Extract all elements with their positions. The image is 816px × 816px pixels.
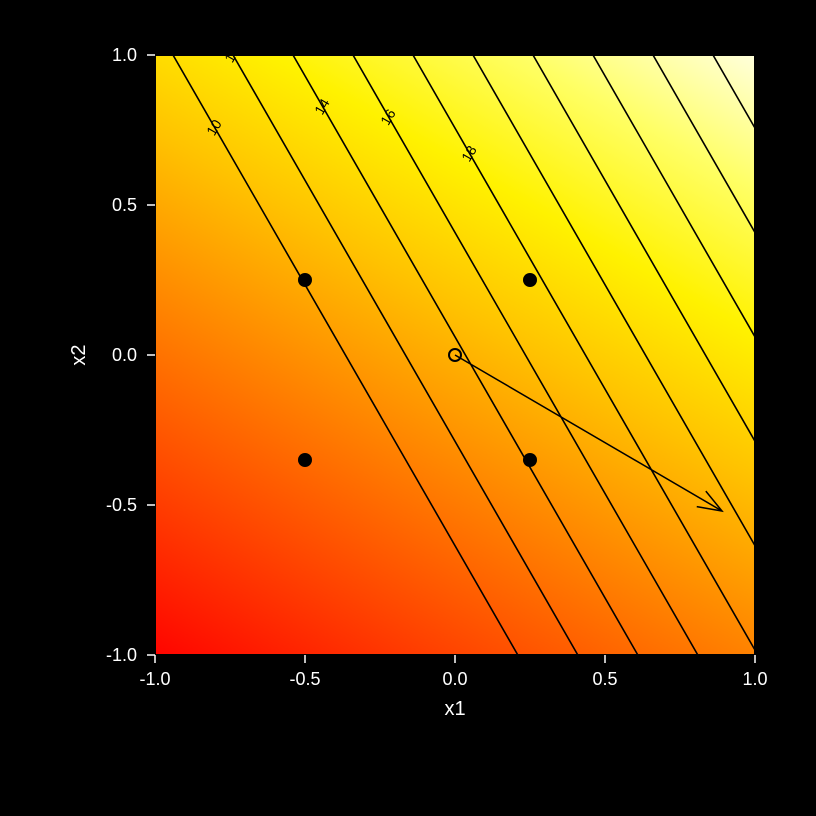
design-point bbox=[298, 453, 312, 467]
design-point bbox=[523, 453, 537, 467]
x-tick-label: 0.5 bbox=[592, 669, 617, 689]
x-axis-label: x1 bbox=[444, 698, 465, 720]
x-tick-label: 1.0 bbox=[742, 669, 767, 689]
design-point bbox=[523, 273, 537, 287]
y-tick-label: 1.0 bbox=[112, 45, 137, 65]
contour-plot: 1012141618-1.0-0.50.00.51.0-1.0-0.50.00.… bbox=[0, 0, 816, 816]
x-tick-label: -1.0 bbox=[139, 669, 170, 689]
y-tick-label: -0.5 bbox=[106, 495, 137, 515]
x-tick-label: -0.5 bbox=[289, 669, 320, 689]
x-tick-label: 0.0 bbox=[442, 669, 467, 689]
y-tick-label: -1.0 bbox=[106, 645, 137, 665]
y-axis-label: x2 bbox=[68, 344, 90, 365]
y-tick-label: 0.5 bbox=[112, 195, 137, 215]
design-point bbox=[298, 273, 312, 287]
y-tick-label: 0.0 bbox=[112, 345, 137, 365]
